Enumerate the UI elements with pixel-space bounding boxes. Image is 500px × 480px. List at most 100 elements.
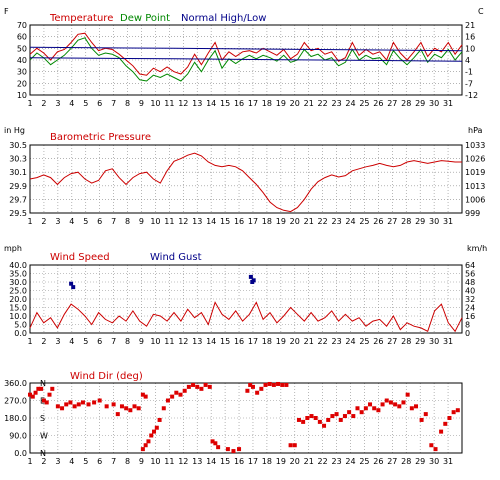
data-point: [338, 417, 343, 422]
data-point: [237, 447, 242, 452]
x-tick-label: 3: [55, 99, 60, 108]
data-point: [213, 441, 218, 446]
data-point: [250, 384, 255, 389]
data-point: [132, 404, 137, 409]
y-tick-label: 29.7: [9, 195, 27, 204]
x-tick-label: 23: [331, 457, 341, 466]
wind-dir-title: Wind Dir (deg): [70, 371, 143, 382]
data-point: [86, 402, 91, 407]
x-tick-label: 6: [97, 457, 102, 466]
data-point: [210, 439, 215, 444]
x-tick-label: 1: [27, 217, 32, 226]
y-tick-label: 15.0: [9, 304, 27, 313]
y-tick-label: 50: [17, 44, 27, 53]
x-tick-label: 27: [387, 217, 397, 226]
data-point: [47, 392, 52, 397]
x-tick-label: 16: [234, 217, 244, 226]
x-tick-label: 5: [83, 457, 88, 466]
data-point: [207, 384, 212, 389]
y-tick-label: 10: [17, 91, 27, 100]
x-tick-label: 23: [331, 337, 341, 346]
y2-tick-label: 4: [465, 56, 470, 65]
x-tick-label: 9: [139, 217, 144, 226]
x-tick-label: 24: [345, 217, 355, 226]
data-point: [376, 408, 381, 413]
y2-tick-label: 10: [465, 44, 475, 53]
x-tick-label: 21: [304, 217, 314, 226]
x-tick-label: 15: [220, 337, 230, 346]
x-tick-label: 2: [41, 217, 46, 226]
data-point: [267, 381, 272, 386]
x-tick-label: 20: [290, 99, 300, 108]
data-point: [36, 386, 41, 391]
data-point: [368, 402, 373, 407]
y-tick-label: 20: [17, 79, 27, 88]
data-point: [245, 388, 250, 393]
x-tick-label: 7: [111, 457, 116, 466]
x-tick-label: 18: [262, 217, 272, 226]
x-tick-label: 18: [262, 99, 272, 108]
x-tick-label: 16: [234, 99, 244, 108]
x-tick-label: 19: [276, 457, 286, 466]
x-tick-label: 17: [248, 99, 258, 108]
data-point: [313, 416, 318, 420]
x-tick-label: 21: [304, 457, 314, 466]
x-tick-label: 29: [415, 217, 425, 226]
data-point: [92, 400, 97, 405]
data-point: [384, 398, 389, 403]
x-tick-label: 2: [41, 457, 46, 466]
y-tick-label: 180.0: [4, 414, 27, 423]
x-tick-label: 17: [248, 337, 258, 346]
data-point: [429, 443, 434, 448]
data-point: [351, 414, 356, 419]
plot-frame: [29, 144, 463, 214]
y-tick-label: 29.5: [9, 209, 27, 218]
x-tick-label: 24: [345, 99, 355, 108]
x-tick-label: 7: [111, 337, 116, 346]
wind-direction-panel: Wind Dir (deg) 0.090.0180.0270.0360.0NWS…: [4, 371, 463, 466]
x-tick-label: 9: [139, 99, 144, 108]
x-tick-label: 3: [55, 457, 60, 466]
data-point: [388, 400, 393, 405]
x-tick-label: 28: [401, 337, 411, 346]
y-tick-label: 0.0: [14, 449, 27, 458]
data-point: [393, 402, 398, 407]
data-point: [80, 400, 85, 405]
data-point: [248, 382, 253, 387]
pressure-title: Barometric Pressure: [50, 132, 151, 143]
data-point: [50, 386, 55, 391]
pressure-panel: in Hg hPa Barometric Pressure 29.529.729…: [4, 126, 485, 226]
data-point: [115, 412, 120, 417]
x-tick-label: 5: [83, 217, 88, 226]
x-tick-label: 12: [178, 337, 188, 346]
data-point: [380, 402, 385, 407]
x-tick-label: 14: [206, 99, 216, 108]
data-point: [322, 423, 327, 428]
x-tick-label: 14: [206, 457, 216, 466]
pressure-left-unit: in Hg: [4, 126, 25, 135]
wind-speed-panel: mph km/h Wind Speed Wind Gust 0.05.010.0…: [4, 244, 487, 346]
y2-tick-label: 21: [465, 21, 475, 30]
data-point: [55, 404, 60, 409]
x-tick-label: 11: [164, 217, 174, 226]
x-tick-label: 19: [276, 99, 286, 108]
data-point: [97, 398, 102, 403]
data-point: [309, 414, 314, 419]
x-tick-label: 15: [220, 217, 230, 226]
legend-dew-point: Dew Point: [120, 13, 170, 24]
x-tick-label: 22: [318, 457, 328, 466]
data-point: [363, 406, 368, 411]
x-tick-label: 25: [359, 99, 369, 108]
x-tick-label: 27: [387, 99, 397, 108]
data-point: [443, 421, 448, 426]
x-tick-label: 12: [178, 457, 188, 466]
data-point: [146, 439, 151, 444]
y-tick-label: 30.0: [9, 278, 27, 287]
x-tick-label: 13: [192, 217, 202, 226]
data-point: [288, 443, 293, 448]
temperature-panel: F C Temperature Dew Point Normal High/Lo…: [4, 7, 484, 108]
x-tick-label: 31: [443, 337, 453, 346]
x-tick-label: 24: [345, 457, 355, 466]
x-tick-label: 25: [359, 337, 369, 346]
data-point: [182, 388, 187, 393]
